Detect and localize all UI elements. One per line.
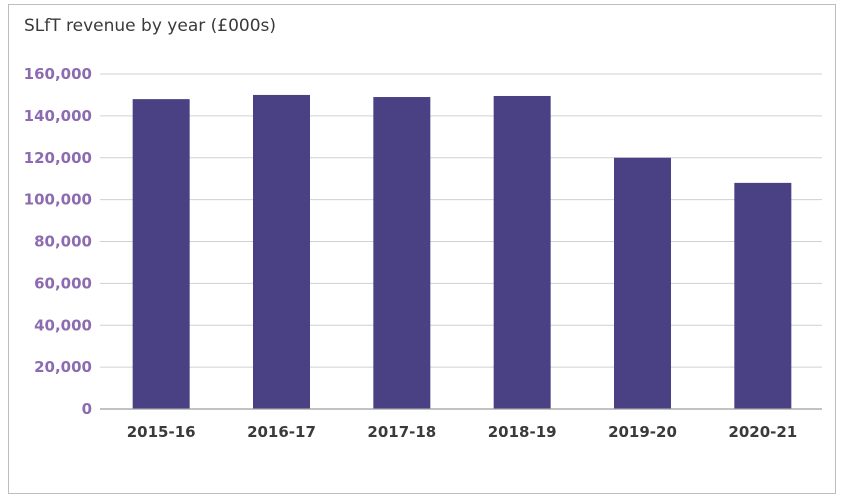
bar-2017-18	[373, 97, 431, 409]
y-axis-ticks: 0 20,000 40,000 60,000 80,000 100,000 120,000 1…	[24, 65, 92, 418]
bars	[132, 94, 792, 409]
x-tick-label: 2015-16	[127, 423, 196, 441]
x-tick-label: 2020-21	[728, 423, 797, 441]
y-tick-label: 40,000	[34, 316, 92, 334]
bar-2015-16	[132, 99, 190, 409]
x-tick-label: 2019-20	[608, 423, 677, 441]
chart-title: SLfT revenue by year (£000s)	[24, 16, 277, 36]
y-tick-label: 60,000	[34, 274, 92, 292]
bar-2019-20	[614, 157, 671, 409]
y-tick-label: 20,000	[34, 358, 92, 376]
y-tick-label: 0	[82, 400, 92, 418]
y-tick-label: 160,000	[24, 65, 92, 83]
y-tick-label: 120,000	[24, 149, 92, 167]
y-tick-label: 100,000	[24, 191, 92, 209]
bar-2016-17	[253, 94, 310, 409]
bar-2020-21	[734, 182, 792, 409]
x-tick-label: 2016-17	[247, 423, 316, 441]
x-tick-label: 2018-19	[488, 423, 557, 441]
y-tick-label: 140,000	[24, 107, 92, 125]
bar-2018-19	[493, 95, 551, 409]
gridlines	[100, 73, 822, 368]
x-tick-label: 2017-18	[367, 423, 436, 441]
x-axis-ticks: 2015-16 2016-17 2017-18 2018-19 2019-20 2020-…	[127, 423, 798, 441]
y-tick-label: 80,000	[34, 233, 92, 251]
